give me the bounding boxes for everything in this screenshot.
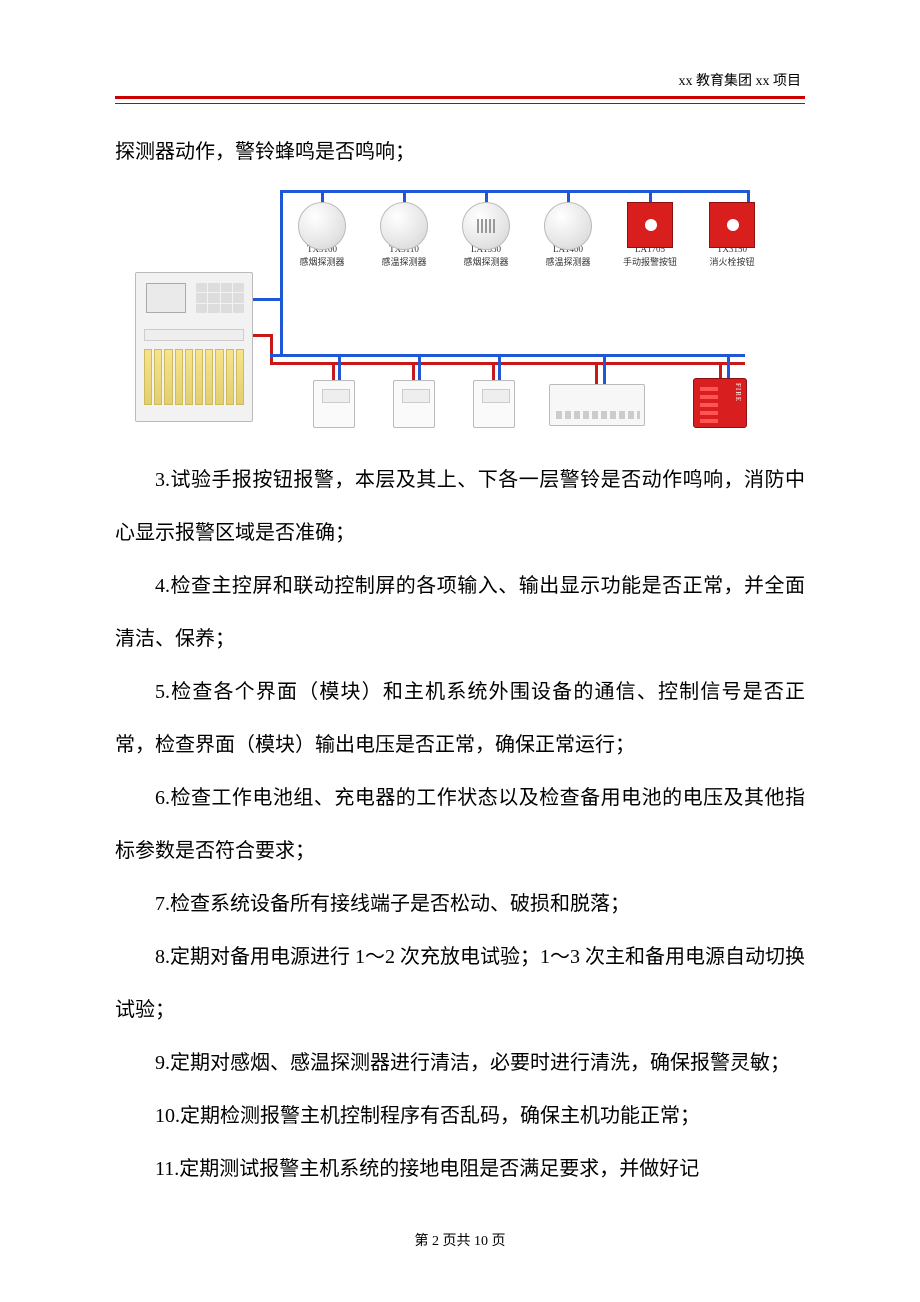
device-name: 感温探测器 xyxy=(539,255,597,268)
device-name: 手动报警按钮 xyxy=(621,255,679,268)
body-paragraph: 6.检查工作电池组、充电器的工作状态以及检查备用电池的电压及其他指标参数是否符合… xyxy=(115,772,805,878)
body-paragraph: 8.定期对备用电源进行 1～2 次充放电试验；1～3 次主和备用电源自动切换试验… xyxy=(115,931,805,1037)
fire-alarm-diagram: TX3100感烟探测器 TX3110感温探测器 LA1550感烟探测器 LA1400感… xyxy=(135,186,785,436)
bus-blue xyxy=(727,354,730,380)
device-name: 感温探测器 xyxy=(375,255,433,268)
bus-red xyxy=(492,362,495,380)
detector-icon xyxy=(296,202,348,240)
siren-strobe xyxy=(693,378,747,428)
body-paragraph: 10.定期检测报警主机控制程序有否乱码，确保主机功能正常； xyxy=(115,1090,805,1143)
detector-device: TX3100感烟探测器 xyxy=(293,202,351,268)
bus-blue xyxy=(253,298,283,301)
body-paragraph: 9.定期对感烟、感温探测器进行清洁，必要时进行清洗，确保报警灵敏； xyxy=(115,1037,805,1090)
header-rule-thick xyxy=(115,96,805,99)
body-paragraph: 4.检查主控屏和联动控制屏的各项输入、输出显示功能是否正常，并全面清洁、保养； xyxy=(115,560,805,666)
detector-device: TX3110感温探测器 xyxy=(375,202,433,268)
control-panel xyxy=(135,272,253,422)
detector-device: LA1550感烟探测器 xyxy=(457,202,515,268)
bus-blue xyxy=(338,354,341,380)
io-module xyxy=(313,380,355,428)
bus-blue xyxy=(498,354,501,380)
device-name: 感烟探测器 xyxy=(457,255,515,268)
body-paragraph: 11.定期测试报警主机系统的接地电阻是否满足要求，并做好记 xyxy=(115,1143,805,1196)
io-module xyxy=(473,380,515,428)
body-paragraph: 5.检查各个界面（模块）和主机系统外围设备的通信、控制信号是否正常，检查界面（模… xyxy=(115,666,805,772)
bus-blue xyxy=(418,354,421,380)
panel-screen xyxy=(146,283,186,313)
bus-red xyxy=(270,334,273,364)
bus-red xyxy=(595,362,598,384)
detector-icon xyxy=(542,202,594,240)
bus-red xyxy=(332,362,335,380)
io-module xyxy=(393,380,435,428)
bus-red xyxy=(270,362,745,365)
bus-red xyxy=(412,362,415,380)
bus-blue xyxy=(270,354,745,357)
body-paragraph: 3.试验手报按钮报警，本层及其上、下各一层警铃是否动作鸣响，消防中心显示报警区域… xyxy=(115,454,805,560)
device-name: 消火栓按钮 xyxy=(703,255,761,268)
header-rule-thin xyxy=(115,103,805,104)
detector-icon xyxy=(624,202,676,240)
device-name: 感烟探测器 xyxy=(293,255,351,268)
detector-device: LA1705手动报警按钮 xyxy=(621,202,679,268)
body-paragraph: 7.检查系统设备所有接线端子是否松动、破损和脱落； xyxy=(115,878,805,931)
page-header: xx 教育集团 xx 项目 xyxy=(115,70,805,90)
document-page: xx 教育集团 xx 项目 探测器动作，警铃蜂鸣是否鸣响； xyxy=(0,0,920,1302)
bus-blue xyxy=(280,298,283,356)
bus-blue xyxy=(603,354,606,384)
detector-icon xyxy=(378,202,430,240)
panel-strip xyxy=(144,329,244,341)
detector-icon xyxy=(706,202,758,240)
panel-keypad xyxy=(196,283,244,313)
bus-blue xyxy=(280,190,283,301)
panel-bars xyxy=(144,349,244,405)
detector-device: LA1400感温探测器 xyxy=(539,202,597,268)
bus-blue xyxy=(280,190,750,193)
intro-line: 探测器动作，警铃蜂鸣是否鸣响； xyxy=(115,130,805,174)
display-module xyxy=(549,384,645,426)
detector-icon xyxy=(460,202,512,240)
page-footer: 第 2 页共 10 页 xyxy=(0,1230,920,1250)
detector-device: TX3150消火栓按钮 xyxy=(703,202,761,268)
